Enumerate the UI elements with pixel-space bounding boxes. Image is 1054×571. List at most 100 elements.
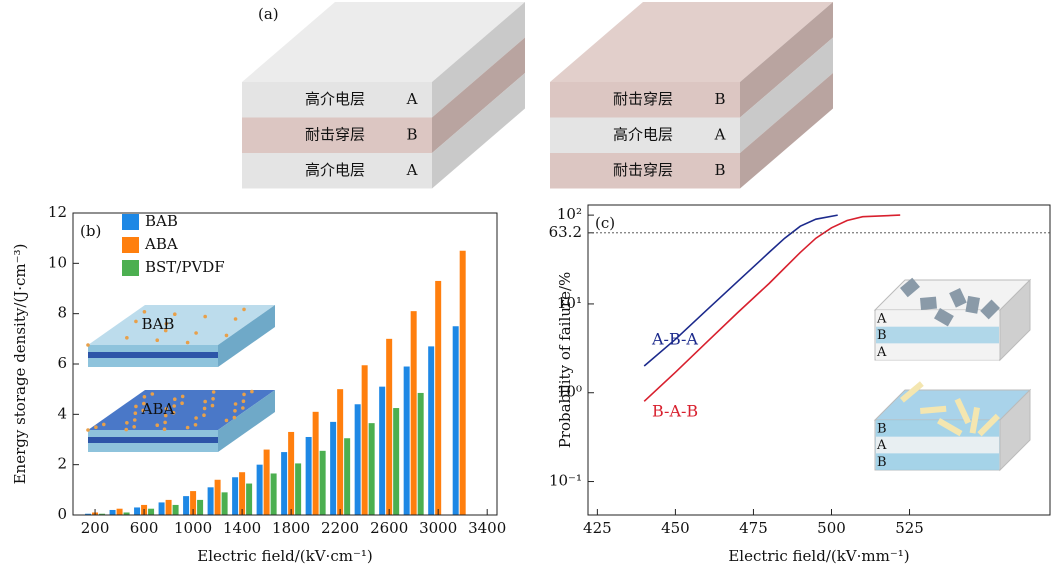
layer-name: 高介电层 — [613, 125, 673, 143]
inset-particle — [202, 406, 207, 411]
x-tick-label: 200 — [81, 519, 110, 537]
inset-label: A — [876, 438, 887, 453]
layer-front — [550, 153, 740, 189]
panel-label: (c) — [595, 214, 615, 232]
inset-slab-core — [88, 437, 218, 443]
bar — [221, 492, 228, 515]
bar — [123, 512, 130, 515]
layer-name: 耐击穿层 — [613, 161, 673, 179]
inset-particle — [233, 317, 238, 321]
inset-filler — [977, 413, 1000, 437]
inset-layer — [876, 343, 999, 361]
inset-layer — [876, 436, 999, 454]
inset-particle — [142, 395, 147, 399]
bar — [172, 504, 179, 515]
inset-particle — [172, 397, 177, 402]
y-tick-label: 2 — [57, 455, 67, 473]
x-tick-label: 450 — [661, 519, 690, 537]
inset-particle — [210, 403, 215, 408]
x-tick-label: 525 — [895, 519, 924, 537]
layer-label: A — [714, 125, 726, 143]
inset-filler — [954, 397, 971, 425]
inset-slab-side — [218, 305, 275, 367]
inset-particle — [250, 389, 254, 394]
inset-label: B — [877, 328, 887, 343]
inset-particle — [180, 394, 185, 399]
bar — [239, 472, 246, 515]
inset-particle — [172, 312, 177, 317]
x-tick-label: 475 — [739, 519, 768, 537]
inset-particle — [124, 427, 129, 432]
inset-label: A — [876, 345, 887, 360]
layer-side — [432, 2, 525, 118]
inset-filler — [949, 287, 967, 308]
inset-particle — [194, 331, 198, 335]
bar — [403, 366, 410, 515]
inset-layer — [876, 453, 999, 471]
bar — [281, 452, 288, 515]
inset-particle — [224, 418, 229, 423]
layer-front — [550, 117, 740, 153]
x-axis-label: Electric field/(kV·mm⁻¹) — [728, 547, 909, 565]
x-tick-label: 1800 — [272, 519, 310, 537]
bar — [270, 473, 277, 515]
inset-particle — [180, 401, 184, 406]
panel-label: (a) — [258, 5, 279, 23]
x-tick-label: 500 — [817, 519, 846, 537]
y-tick-label: 6 — [57, 354, 67, 372]
bar — [368, 423, 375, 515]
inset-particle — [242, 392, 246, 397]
inset-particle — [211, 397, 215, 401]
line — [643, 214, 838, 367]
bar — [344, 438, 351, 515]
x-axis-label: Electric field/(kV·cm⁻¹) — [197, 547, 372, 565]
inset-filler — [900, 277, 920, 298]
x-tick-label: 3000 — [419, 519, 457, 537]
inset-label: B — [877, 422, 887, 437]
bar — [232, 477, 239, 515]
legend-label: ABA — [144, 235, 178, 253]
bar — [435, 280, 442, 515]
inset-box-side — [999, 388, 1031, 472]
inset-slab-top — [88, 305, 275, 345]
inset-particle — [203, 314, 207, 319]
inset-particle — [163, 328, 168, 333]
inset-layer — [876, 420, 999, 437]
inset-box-side — [999, 278, 1031, 362]
bar — [134, 507, 141, 515]
inset-slab-side — [218, 390, 275, 452]
x-tick-label: 425 — [583, 519, 612, 537]
block-top — [242, 2, 525, 82]
inset-particle — [203, 399, 207, 404]
inset-particle — [142, 401, 146, 406]
inset-layer — [876, 326, 999, 344]
bar — [183, 496, 190, 515]
y-tick-label: 10¹ — [557, 294, 582, 312]
bar — [197, 499, 204, 515]
y-tick-label: 63.2 — [549, 223, 582, 241]
layer-name: 耐击穿层 — [305, 125, 365, 143]
layer-name: 高介电层 — [305, 90, 365, 108]
layer-name: 高介电层 — [305, 161, 365, 179]
y-tick-label: 12 — [48, 203, 67, 221]
y-tick-label: 10⁻¹ — [549, 472, 582, 490]
inset-label: BAB — [142, 315, 175, 333]
y-tick-label: 10² — [557, 205, 582, 223]
bar — [256, 464, 263, 515]
inset-particle — [142, 310, 147, 314]
layer-front — [550, 82, 740, 118]
inset-slab-core — [88, 352, 218, 358]
y-axis-label: Probability of failure/% — [556, 272, 574, 449]
x-tick-label: 2200 — [321, 519, 359, 537]
inset-particle — [134, 404, 138, 409]
inset-label: A — [876, 312, 887, 327]
inset-particle — [164, 322, 169, 326]
layer-side — [740, 37, 833, 153]
inset-particle — [193, 423, 198, 427]
inset-particle — [134, 319, 138, 324]
inset-particle — [86, 343, 90, 347]
series-label: B-A-B — [652, 402, 698, 421]
inset-particle — [242, 307, 246, 312]
inset-particle — [202, 413, 206, 418]
